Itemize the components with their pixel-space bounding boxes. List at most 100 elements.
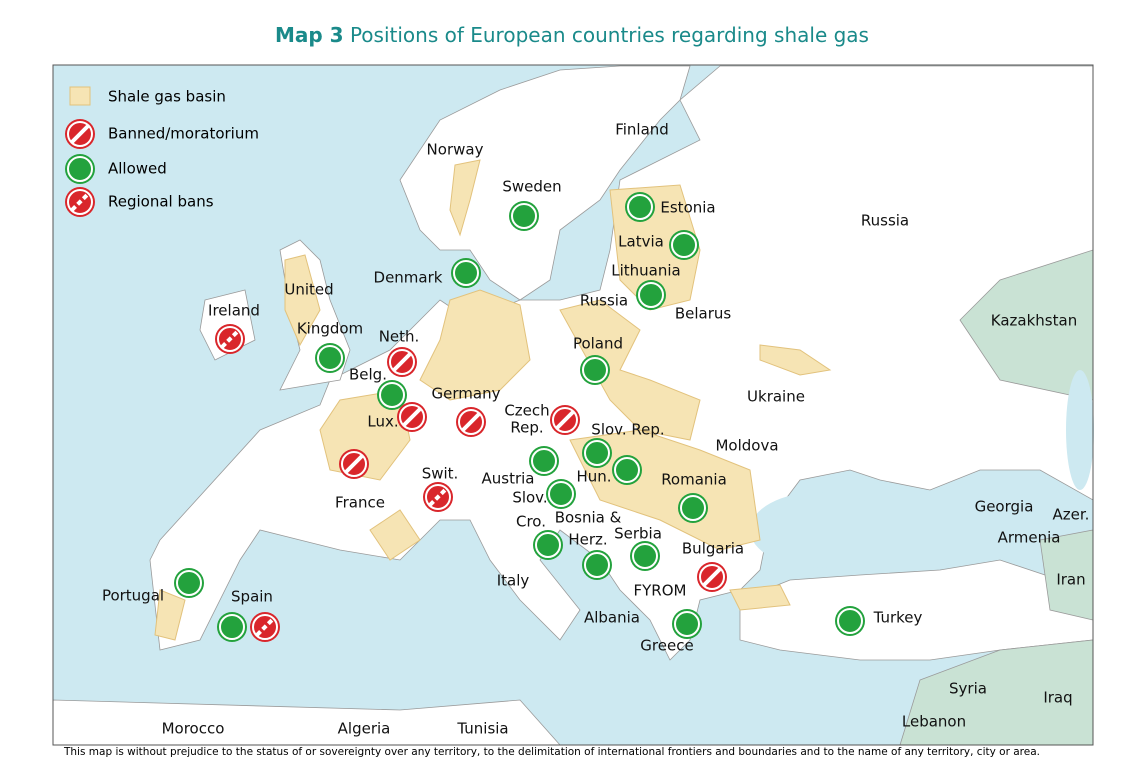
- allowed-marker: [65, 154, 95, 184]
- banned-marker: [65, 119, 95, 149]
- country-label: Ireland: [208, 302, 260, 320]
- allowed-marker: [630, 541, 660, 571]
- country-label: Turkey: [873, 609, 923, 627]
- country-label: Albania: [584, 609, 640, 627]
- country-label: Russia: [580, 292, 628, 310]
- allowed-marker: [582, 438, 612, 468]
- country-label: Finland: [615, 121, 669, 139]
- regional-ban-marker: [423, 482, 453, 512]
- legend-label: Banned/moratorium: [108, 125, 259, 143]
- country-label: Norway: [427, 141, 484, 159]
- allowed-marker: [377, 380, 407, 410]
- marker-inner: [674, 611, 700, 637]
- shale-basin: [449, 159, 481, 237]
- banned-marker: [456, 407, 486, 437]
- country-label: Lithuania: [611, 262, 680, 280]
- marker-inner: [671, 232, 697, 258]
- country-label: Sweden: [502, 178, 561, 196]
- country-label: Estonia: [660, 199, 715, 217]
- country-label: Germany: [432, 385, 501, 403]
- country-label: France: [335, 494, 385, 512]
- country-label: Poland: [573, 335, 623, 353]
- disclaimer: This map is without prejudice to the sta…: [63, 746, 1040, 758]
- allowed-marker: [669, 230, 699, 260]
- country-label: Slov.: [512, 489, 547, 507]
- marker-inner: [219, 614, 245, 640]
- marker-bar: [392, 352, 412, 372]
- marker-inner: [638, 282, 664, 308]
- allowed-marker: [678, 493, 708, 523]
- marker-bar: [70, 192, 90, 212]
- country-label: Bosnia &: [555, 509, 622, 527]
- country-label: Georgia: [975, 498, 1034, 516]
- marker-bar: [555, 410, 575, 430]
- marker-inner: [67, 189, 93, 215]
- allowed-marker: [546, 479, 576, 509]
- marker-inner: [425, 484, 451, 510]
- country-label: Lux.: [367, 413, 398, 431]
- country-label: Hun.: [576, 468, 611, 486]
- country-label: Morocco: [162, 720, 225, 738]
- allowed-marker: [174, 568, 204, 598]
- banned-marker: [339, 449, 369, 479]
- shale-basin: [369, 509, 421, 561]
- country-label: Ukraine: [747, 388, 805, 406]
- allowed-marker: [533, 530, 563, 560]
- marker-inner: [680, 495, 706, 521]
- country-label: Bulgaria: [682, 540, 744, 558]
- marker-inner: [341, 451, 367, 477]
- country-label: Syria: [949, 680, 987, 698]
- marker-bar: [255, 617, 275, 637]
- marker-inner: [552, 407, 578, 433]
- black-sea: [750, 492, 890, 568]
- marker-inner: [627, 194, 653, 220]
- banned-marker: [397, 402, 427, 432]
- legend-swatch: [69, 86, 91, 106]
- allowed-marker: [625, 192, 655, 222]
- marker-inner: [699, 564, 725, 590]
- country-label: Swit.: [422, 465, 459, 483]
- country-label: FYROM: [634, 582, 687, 600]
- regional-ban-marker: [65, 187, 95, 217]
- legend-label: Regional bans: [108, 193, 214, 211]
- title-rest: Positions of European countries regardin…: [350, 23, 869, 47]
- marker-inner: [837, 608, 863, 634]
- country-label: Moldova: [715, 437, 778, 455]
- title-bold: Map 3: [275, 23, 344, 47]
- country-label: Russia: [861, 212, 909, 230]
- marker-inner: [67, 156, 93, 182]
- marker-inner: [535, 532, 561, 558]
- marker-inner: [389, 349, 415, 375]
- allowed-marker: [217, 612, 247, 642]
- country-label: Czech: [504, 402, 549, 420]
- marker-inner: [584, 552, 610, 578]
- country-label: Tunisia: [456, 720, 508, 738]
- country-label: Greece: [640, 637, 693, 655]
- shale-basin: [154, 589, 186, 641]
- marker-bar: [70, 124, 90, 144]
- country-label: Algeria: [338, 720, 391, 738]
- banned-marker: [697, 562, 727, 592]
- banned-marker: [550, 405, 580, 435]
- legend-label: Shale gas basin: [108, 88, 226, 106]
- allowed-marker: [580, 355, 610, 385]
- country-label: United: [284, 281, 333, 299]
- marker-inner: [582, 357, 608, 383]
- marker-bar: [402, 407, 422, 427]
- allowed-marker: [451, 258, 481, 288]
- country-label: Latvia: [618, 233, 664, 251]
- allowed-marker: [835, 606, 865, 636]
- marker-inner: [67, 121, 93, 147]
- country-label: Kingdom: [297, 320, 363, 338]
- marker-inner: [614, 457, 640, 483]
- allowed-marker: [509, 201, 539, 231]
- country-label: Italy: [497, 572, 530, 590]
- allowed-marker: [672, 609, 702, 639]
- country-label: Denmark: [374, 269, 443, 287]
- marker-bar: [428, 487, 448, 507]
- legend: Shale gas basin Banned/moratorium Allowe…: [69, 86, 259, 211]
- caspian-sea: [1066, 370, 1094, 490]
- marker-inner: [584, 440, 610, 466]
- country-label: Cro.: [516, 513, 546, 531]
